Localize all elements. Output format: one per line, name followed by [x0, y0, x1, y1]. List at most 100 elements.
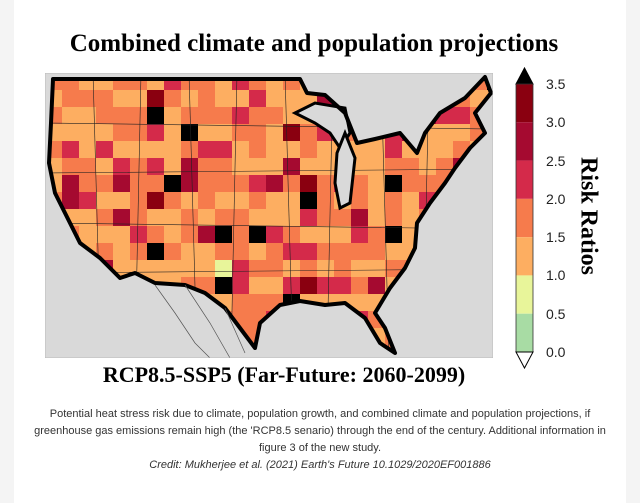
- grid-cell: [79, 124, 96, 141]
- grid-cell: [147, 141, 164, 158]
- grid-cell: [181, 260, 198, 277]
- grid-cell: [130, 107, 147, 124]
- grid-cell: [215, 260, 232, 277]
- grid-cell: [249, 158, 266, 175]
- grid-cell: [232, 209, 249, 226]
- grid-cell: [181, 158, 198, 175]
- grid-cell: [215, 124, 232, 141]
- grid-cell: [351, 294, 368, 311]
- country-outline: [47, 75, 493, 355]
- grid-cell: [181, 243, 198, 260]
- grid-cell: [266, 175, 283, 192]
- grid-cell: [232, 260, 249, 277]
- grid-cell: [147, 158, 164, 175]
- grid-cell: [62, 107, 79, 124]
- grid-cell: [215, 192, 232, 209]
- grid-cell: [249, 90, 266, 107]
- grid-cell: [351, 226, 368, 243]
- grid-cell: [385, 141, 402, 158]
- state-border: [49, 168, 491, 174]
- grid-cell: [385, 260, 402, 277]
- grid-cell: [368, 175, 385, 192]
- grid-cell: [351, 141, 368, 158]
- grid-cell: [147, 124, 164, 141]
- grid-cell: [317, 175, 334, 192]
- grid-cell: [113, 141, 130, 158]
- grid-cell: [249, 192, 266, 209]
- grid-cell: [266, 124, 283, 141]
- grid-cell: [181, 175, 198, 192]
- grid-cell: [79, 209, 96, 226]
- grid-cell: [181, 124, 198, 141]
- grid-cell: [198, 90, 215, 107]
- colorbar-bin: [516, 198, 533, 238]
- grid-cell: [181, 209, 198, 226]
- grid-cell: [198, 124, 215, 141]
- grid-cell: [198, 243, 215, 260]
- grid-cell: [317, 192, 334, 209]
- grid-cell: [368, 277, 385, 294]
- grid-cell: [266, 192, 283, 209]
- grid-cell: [130, 141, 147, 158]
- grid-cell: [385, 158, 402, 175]
- grid-cell: [283, 124, 300, 141]
- grid-cell: [266, 243, 283, 260]
- grid-cell: [351, 277, 368, 294]
- grid-cell: [317, 226, 334, 243]
- grid-cell: [402, 209, 419, 226]
- colorbar-tick-label: 0.5: [546, 305, 566, 322]
- grid-cell: [62, 175, 79, 192]
- grid-cell: [215, 107, 232, 124]
- grid-cell: [300, 243, 317, 260]
- grid-cell: [79, 158, 96, 175]
- grid-cell: [385, 209, 402, 226]
- colorbar-tick-label: 3.0: [546, 114, 566, 131]
- grid-cell: [266, 90, 283, 107]
- colorbar-bin: [516, 122, 533, 161]
- grid-cell: [249, 294, 266, 311]
- grid-cell: [96, 226, 113, 243]
- grid-cell: [164, 226, 181, 243]
- grid-cell: [198, 141, 215, 158]
- grid-cell: [164, 90, 181, 107]
- grid-cell: [317, 260, 334, 277]
- lake-michigan: [333, 128, 357, 211]
- grid-cell: [402, 158, 419, 175]
- grid-cell: [249, 226, 266, 243]
- grid-cell: [317, 243, 334, 260]
- grid-cell: [49, 141, 62, 158]
- grid-cell: [215, 175, 232, 192]
- grid-cell: [147, 243, 164, 260]
- grid-cell: [300, 141, 317, 158]
- grid-cell: [198, 107, 215, 124]
- grid-cell: [147, 226, 164, 243]
- colorbar-over-triangle: [515, 66, 534, 85]
- grid-cell: [300, 277, 317, 294]
- grid-cell: [334, 277, 351, 294]
- grid-cell: [79, 107, 96, 124]
- grid-cell: [368, 158, 385, 175]
- grid-cell: [164, 192, 181, 209]
- grid-cell: [317, 277, 334, 294]
- grid-cell: [113, 209, 130, 226]
- grid-cell: [300, 158, 317, 175]
- grid-cell: [96, 175, 113, 192]
- grid-cell: [385, 243, 402, 260]
- grid-cell: [351, 260, 368, 277]
- grid-cell: [130, 158, 147, 175]
- grid-cell: [130, 209, 147, 226]
- grid-cell: [402, 175, 419, 192]
- grid-cell: [113, 192, 130, 209]
- grid-cell: [385, 192, 402, 209]
- grid-cell: [215, 226, 232, 243]
- grid-cell: [215, 158, 232, 175]
- state-border: [230, 77, 238, 353]
- grid-cell: [215, 277, 232, 294]
- grid-cell: [181, 192, 198, 209]
- figure-caption: Potential heat stress risk due to climat…: [20, 406, 620, 474]
- grid-cell: [300, 192, 317, 209]
- grid-cell: [232, 226, 249, 243]
- grid-cell: [232, 141, 249, 158]
- grid-cell: [283, 175, 300, 192]
